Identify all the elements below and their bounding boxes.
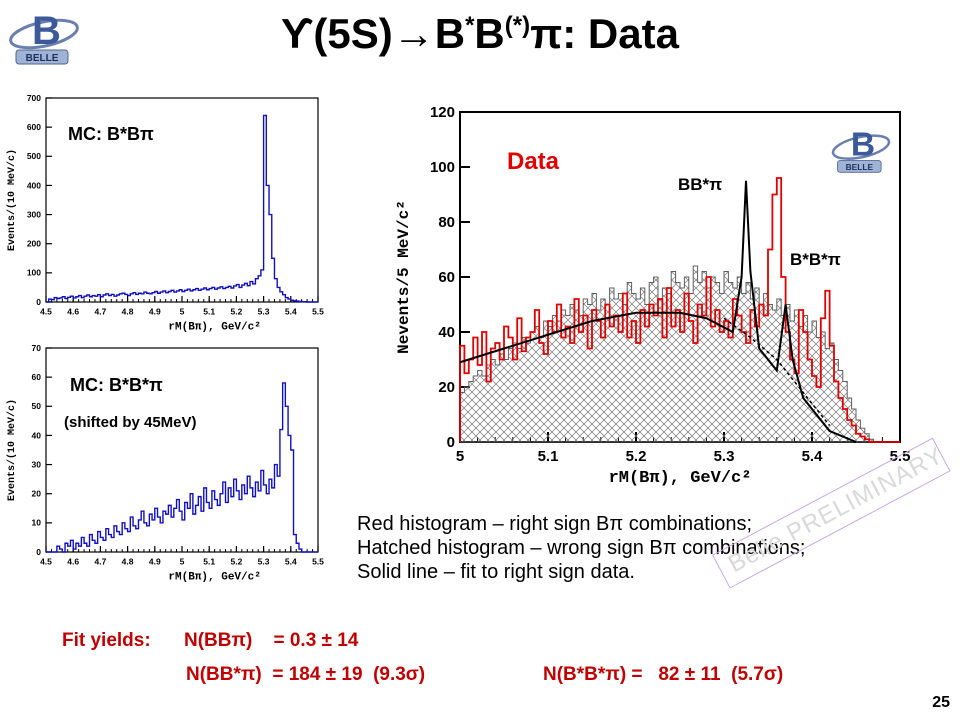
belle-logo-small: B BELLE bbox=[826, 122, 896, 174]
x-tick-label: 4.5 bbox=[40, 307, 52, 317]
x-tick-label: 5.3 bbox=[258, 307, 270, 317]
y-tick-label: 80 bbox=[438, 214, 455, 231]
x-tick-label: 4.6 bbox=[67, 557, 79, 567]
svg-text:B: B bbox=[851, 127, 875, 164]
x-tick-label: 5.2 bbox=[230, 557, 242, 567]
y-tick-label: 500 bbox=[27, 151, 41, 161]
x-tick-label: 4.6 bbox=[67, 307, 79, 317]
x-tick-label: 5.2 bbox=[626, 448, 647, 465]
legend-notes: Red histogram – right sign Bπ combinatio… bbox=[357, 512, 805, 584]
y-tick-label: 600 bbox=[27, 122, 41, 132]
x-tick-label: 5.3 bbox=[258, 557, 270, 567]
x-tick-label: 4.8 bbox=[122, 557, 134, 567]
mc-bstarbstar-title: MC: B*B*π bbox=[70, 375, 163, 395]
data-chart: 5 5.1 5.2 5.3 5.4 5.5 0 20 40 60 80 100 120 rM(Bπ), G… bbox=[395, 104, 911, 488]
y-tick-label: 60 bbox=[32, 372, 42, 382]
x-tick-label: 4.9 bbox=[149, 557, 161, 567]
y-tick-label: 50 bbox=[32, 401, 42, 411]
x-tick-label: 5.5 bbox=[312, 557, 324, 567]
page-title: ϒ(5S)→B*B(*)π: Data bbox=[281, 10, 679, 57]
y-tick-label: 0 bbox=[36, 547, 41, 557]
yield-bbstar-pi: N(BB*π) = 184 ± 19 (9.3σ) bbox=[186, 664, 426, 685]
page-number: 25 bbox=[932, 694, 950, 711]
y-tick-label: 40 bbox=[438, 324, 455, 341]
fit-yields-label: Fit yields: bbox=[62, 630, 151, 651]
y-tick-label: 100 bbox=[430, 159, 455, 176]
yield-bb-pi: N(BBπ) = 0.3 ± 14 bbox=[184, 630, 359, 651]
y-tick-label: 40 bbox=[32, 430, 42, 440]
x-tick-label: 5.5 bbox=[890, 448, 911, 465]
x-axis-label: rM(Bπ), GeV/c² bbox=[609, 469, 752, 488]
x-tick-label: 5.1 bbox=[538, 448, 559, 465]
x-tick-label: 5.2 bbox=[230, 307, 242, 317]
x-tick-label: 4.9 bbox=[149, 307, 161, 317]
note-hatched: Hatched histogram – wrong sign Bπ combin… bbox=[357, 537, 806, 559]
mc-bstarb-title: MC: B*Bπ bbox=[68, 124, 154, 144]
y-tick-label: 0 bbox=[36, 297, 41, 307]
y-axis-label: Events/(10 MeV/c) bbox=[6, 149, 18, 251]
y-tick-label: 700 bbox=[27, 93, 41, 103]
fit-curve bbox=[459, 180, 857, 443]
x-tick-label: 4.8 bbox=[122, 307, 134, 317]
x-axis-label: rM(Bπ), GeV/c² bbox=[168, 572, 260, 584]
x-axis-label: rM(Bπ), GeV/c² bbox=[168, 322, 260, 334]
y-tick-label: 70 bbox=[32, 343, 42, 353]
x-tick-label: 4.7 bbox=[94, 307, 106, 317]
y-tick-label: 30 bbox=[32, 459, 42, 469]
y-tick-label: 20 bbox=[32, 489, 42, 499]
y-axis-label: Events/(10 MeV/c) bbox=[6, 399, 18, 501]
svg-text:BELLE: BELLE bbox=[846, 162, 874, 172]
x-tick-label: 5 bbox=[180, 557, 185, 567]
note-red: Red histogram – right sign Bπ combinatio… bbox=[357, 513, 753, 535]
svg-text:BELLE: BELLE bbox=[26, 53, 59, 64]
fit-background-curve bbox=[723, 317, 831, 426]
bbstar-pi-peak-label: BB*π bbox=[678, 175, 723, 194]
x-tick-label: 4.5 bbox=[40, 557, 52, 567]
y-tick-label: 300 bbox=[27, 209, 41, 219]
histogram-mc bbox=[46, 114, 318, 303]
x-tick-label: 5.4 bbox=[285, 307, 297, 317]
svg-text:B: B bbox=[32, 9, 61, 53]
x-tick-label: 5.5 bbox=[312, 307, 324, 317]
x-tick-label: 5 bbox=[456, 448, 464, 465]
y-tick-label: 60 bbox=[438, 269, 455, 286]
belle-logo: B BELLE bbox=[4, 4, 84, 66]
mc-bstarbstar-pi-chart: 4.5 4.6 4.7 4.8 4.9 5 5.1 5.2 5.3 5.4 5.5 0 10 20 30 40… bbox=[6, 343, 324, 584]
yield-bstarbstar-pi: N(B*B*π) = 82 ± 11 (5.7σ) bbox=[543, 664, 784, 685]
y-tick-label: 120 bbox=[430, 104, 455, 121]
x-tick-label: 5.1 bbox=[203, 307, 215, 317]
y-tick-label: 0 bbox=[447, 434, 455, 451]
mc-shift-note: (shifted by 45MeV) bbox=[64, 414, 197, 431]
x-tick-label: 5.4 bbox=[285, 557, 297, 567]
bstarbstar-pi-peak-label: B*B*π bbox=[790, 250, 841, 269]
y-tick-label: 100 bbox=[27, 268, 41, 278]
y-tick-label: 400 bbox=[27, 180, 41, 190]
note-fit: Solid line – fit to right sign data. bbox=[357, 561, 635, 583]
y-tick-label: 10 bbox=[32, 518, 42, 528]
x-tick-label: 5.3 bbox=[714, 448, 735, 465]
x-tick-label: 5 bbox=[180, 307, 185, 317]
y-axis-label: Nevents/5 MeV/c² bbox=[395, 200, 413, 354]
data-legend-title: Data bbox=[507, 148, 560, 175]
x-tick-label: 4.7 bbox=[94, 557, 106, 567]
histogram-mc bbox=[46, 382, 318, 553]
y-tick-label: 200 bbox=[27, 239, 41, 249]
mc-bstarb-pi-chart: 4.5 4.6 4.7 4.8 4.9 5 5.1 5.2 5.3 5.4 5.5 0 100 200 30… bbox=[6, 93, 324, 334]
x-tick-label: 5.4 bbox=[802, 448, 824, 465]
histogram-right-sign bbox=[459, 177, 900, 443]
y-tick-label: 20 bbox=[438, 379, 455, 396]
x-tick-label: 5.1 bbox=[203, 557, 215, 567]
